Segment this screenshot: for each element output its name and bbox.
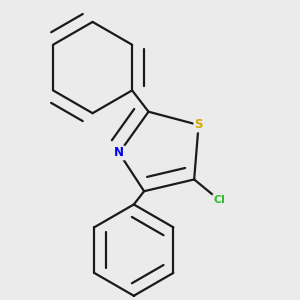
Text: N: N [114,146,124,159]
Text: Cl: Cl [213,195,225,205]
Text: S: S [194,118,203,131]
